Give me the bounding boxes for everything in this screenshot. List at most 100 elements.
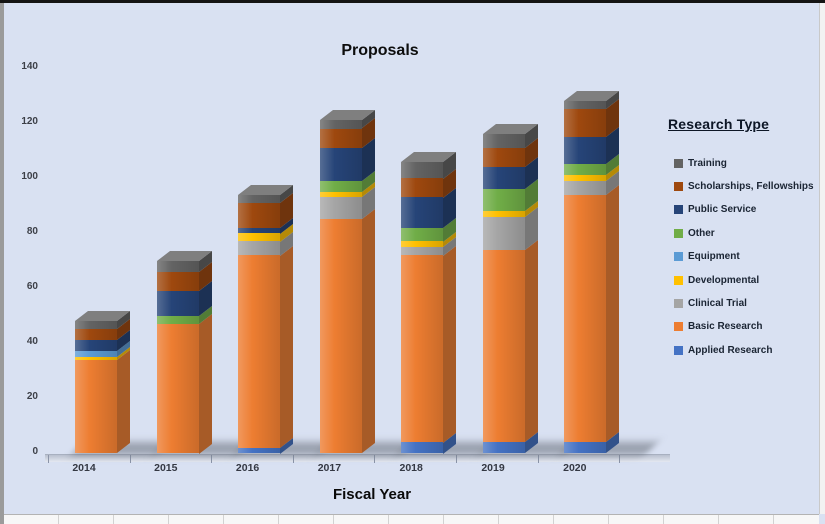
bar-segment-equipment[interactable] (75, 351, 117, 357)
bar-segment-other[interactable] (319, 180, 362, 192)
bar-segment-clinical-trial[interactable] (564, 180, 606, 195)
bar-segment-developmental[interactable] (564, 175, 606, 181)
bar-segment-public-service[interactable] (156, 290, 199, 316)
bar-side-face (361, 209, 375, 453)
bar-segment-basic-research[interactable] (75, 359, 117, 453)
bar-segment-applied-research[interactable] (564, 442, 606, 453)
bar-segment-basic-research[interactable] (156, 323, 199, 453)
legend-item-public-service[interactable]: Public Service (674, 204, 756, 216)
bar-segment-basic-research[interactable] (238, 255, 280, 448)
chart-title: Proposals (341, 42, 419, 59)
bar-side-face (117, 349, 130, 453)
legend-label: Applied Research (688, 344, 773, 356)
bar-segment-developmental[interactable] (482, 211, 525, 217)
bar-segment-clinical-trial[interactable] (238, 241, 280, 255)
x-tick-label: 2015 (154, 462, 178, 474)
y-tick-label: 40 (26, 336, 38, 347)
spreadsheet-row (4, 514, 819, 524)
bar-segment-training[interactable] (75, 321, 117, 330)
bar-side-face (280, 244, 293, 448)
bar-segment-applied-research[interactable] (401, 442, 443, 453)
bar-segment-public-service[interactable] (319, 147, 362, 181)
axis-tick (129, 455, 131, 463)
bar-segment-developmental[interactable] (75, 356, 117, 360)
bar-segment-other[interactable] (564, 164, 606, 176)
x-tick-label: 2020 (563, 462, 587, 474)
bar-segment-public-service[interactable] (482, 167, 525, 189)
y-tick-label: 0 (32, 446, 38, 457)
legend-item-clinical-trial[interactable]: Clinical Trial (674, 297, 747, 309)
bar-segment-applied-research[interactable] (482, 442, 525, 453)
legend-swatch-icon (674, 298, 683, 308)
window-right-edge (819, 3, 825, 514)
legend-item-scholarships-fellowships[interactable]: Scholarships, Fellowships (674, 180, 814, 192)
axis-tick (374, 455, 376, 463)
legend-item-equipment[interactable]: Equipment (674, 251, 740, 263)
x-axis-title: Fiscal Year (332, 486, 412, 503)
bar-segment-developmental[interactable] (238, 233, 280, 242)
bar-side-face (524, 239, 538, 442)
bar-segment-other[interactable] (156, 315, 199, 324)
legend-swatch-icon (674, 205, 683, 215)
x-tick-label: 2017 (317, 462, 342, 474)
plot-floor (45, 454, 670, 462)
y-tick-label: 100 (21, 171, 38, 182)
legend-label: Equipment (688, 251, 740, 263)
legend-item-basic-research[interactable]: Basic Research (674, 321, 763, 333)
bar-segment-scholarships-fellowships[interactable] (75, 329, 117, 341)
bar-segment-clinical-trial[interactable] (482, 216, 525, 250)
bar-segment-scholarships-fellowships[interactable] (156, 271, 199, 291)
bar-segment-training[interactable] (238, 194, 280, 203)
legend-title: Research Type (668, 116, 770, 132)
axis-tick (211, 455, 213, 463)
x-tick-label: 2018 (399, 462, 423, 474)
axis-tick (48, 455, 49, 463)
x-tick-label: 2014 (72, 462, 96, 474)
legend-swatch-icon (674, 181, 683, 191)
legend-label: Developmental (688, 274, 760, 286)
y-tick-label: 20 (26, 391, 38, 402)
legend-swatch-icon (674, 275, 683, 285)
bar-segment-training[interactable] (156, 260, 199, 272)
bar-segment-other[interactable] (482, 189, 525, 211)
legend-item-other[interactable]: Other (674, 227, 715, 239)
bar-segment-basic-research[interactable] (482, 249, 525, 442)
bar-segment-basic-research[interactable] (401, 255, 443, 442)
bar-segment-applied-research[interactable] (238, 447, 280, 453)
bar-segment-training[interactable] (319, 120, 362, 129)
legend-label: Scholarships, Fellowships (688, 180, 814, 192)
bar-segment-public-service[interactable] (238, 227, 280, 233)
legend-label: Other (688, 227, 715, 239)
x-tick-label: 2019 (481, 462, 505, 474)
bar-segment-public-service[interactable] (75, 340, 117, 352)
bar-segment-public-service[interactable] (564, 136, 606, 165)
legend-item-training[interactable]: Training (674, 157, 727, 169)
axis-tick (537, 455, 539, 463)
bar-segment-clinical-trial[interactable] (319, 197, 362, 220)
bar-segment-public-service[interactable] (401, 197, 443, 228)
bar-segment-other[interactable] (401, 227, 443, 242)
legend-label: Training (688, 157, 727, 169)
bar-segment-scholarships-fellowships[interactable] (238, 202, 280, 228)
bar-segment-basic-research[interactable] (564, 194, 606, 442)
bar-segment-scholarships-fellowships[interactable] (564, 109, 606, 137)
legend-swatch-icon (674, 252, 683, 262)
legend-item-applied-research[interactable]: Applied Research (674, 344, 772, 356)
bar-segment-scholarships-fellowships[interactable] (319, 128, 362, 148)
bar-segment-clinical-trial[interactable] (401, 246, 443, 255)
axis-tick (619, 455, 621, 463)
bar-segment-training[interactable] (564, 101, 606, 110)
legend-swatch-icon (674, 322, 683, 332)
bar-segment-scholarships-fellowships[interactable] (482, 147, 525, 167)
legend-item-developmental[interactable]: Developmental (674, 274, 759, 286)
bar-segment-developmental[interactable] (319, 191, 362, 198)
bar-side-face (198, 313, 212, 453)
bar-segment-developmental[interactable] (401, 241, 443, 247)
bar-segment-scholarships-fellowships[interactable] (401, 178, 443, 198)
bar-segment-basic-research[interactable] (319, 219, 362, 453)
legend-swatch-icon (674, 158, 683, 168)
bar-segment-training[interactable] (482, 134, 525, 148)
x-tick-label: 2016 (235, 462, 260, 474)
legend-swatch-icon (674, 345, 683, 355)
bar-segment-training[interactable] (401, 161, 443, 178)
